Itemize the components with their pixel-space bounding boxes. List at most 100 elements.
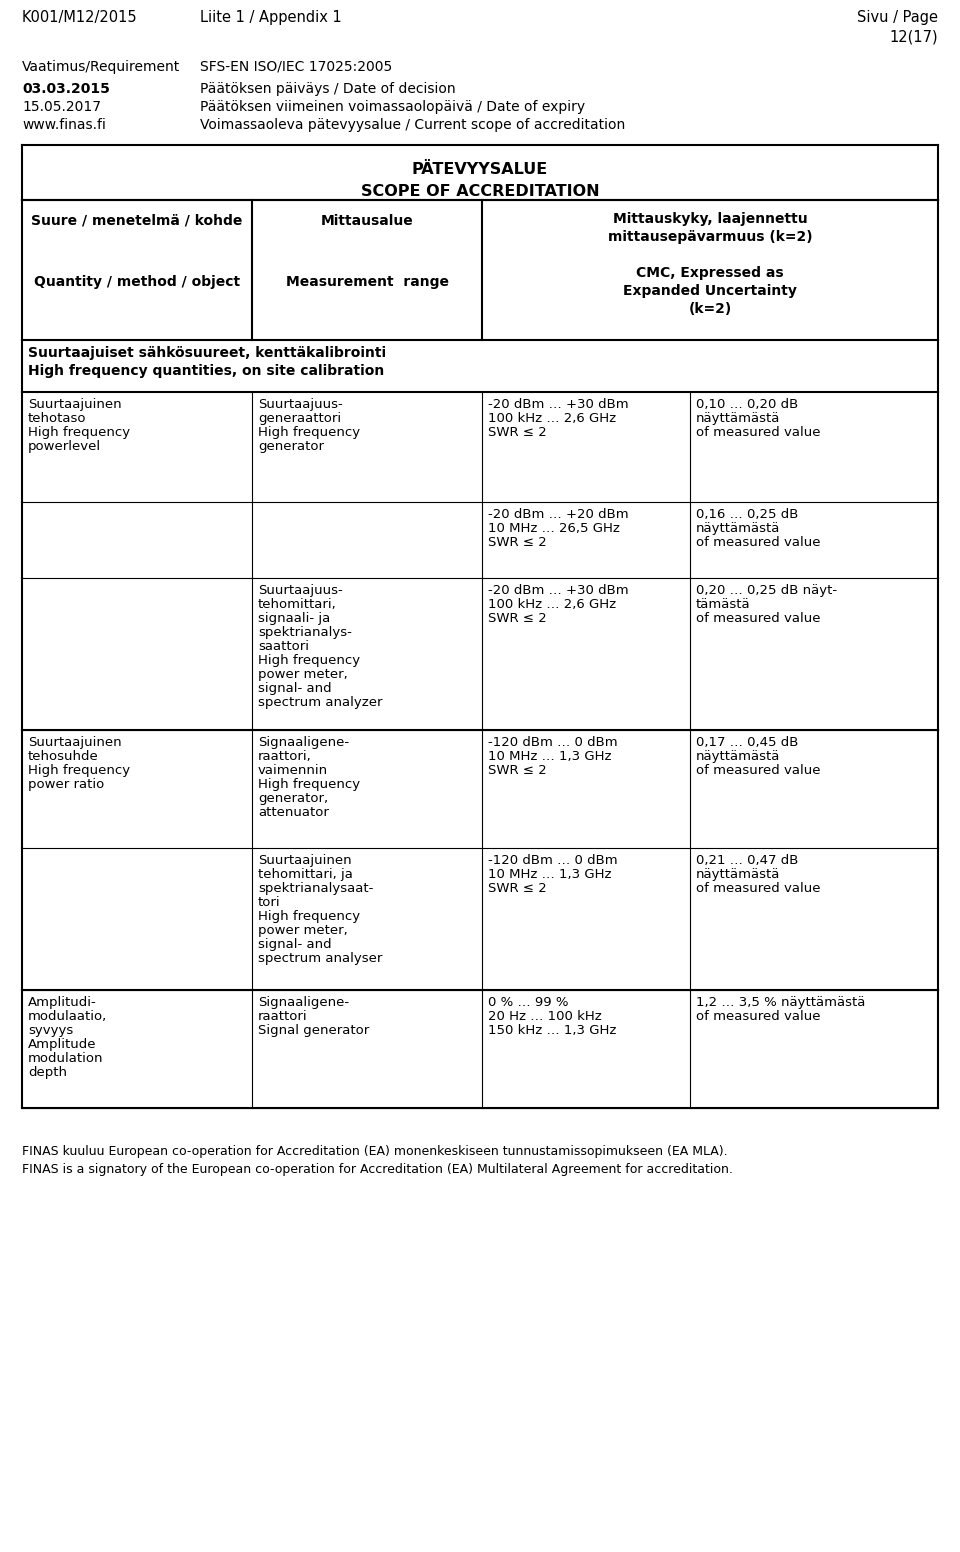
Text: of measured value: of measured value [696, 535, 821, 549]
Text: power ratio: power ratio [28, 778, 105, 792]
Text: tehomittari,: tehomittari, [258, 598, 337, 611]
Text: High frequency: High frequency [258, 778, 360, 792]
Text: of measured value: of measured value [696, 611, 821, 625]
Text: High frequency: High frequency [258, 653, 360, 667]
Text: 10 MHz … 26,5 GHz: 10 MHz … 26,5 GHz [488, 521, 620, 535]
Text: attenuator: attenuator [258, 805, 329, 819]
Text: Suure / menetelmä / kohde: Suure / menetelmä / kohde [32, 214, 243, 228]
Text: näyttämästä: näyttämästä [696, 868, 780, 882]
Text: tehotaso: tehotaso [28, 411, 86, 425]
Text: 0,10 … 0,20 dB: 0,10 … 0,20 dB [696, 397, 799, 411]
Text: näyttämästä: näyttämästä [696, 411, 780, 425]
Text: 1,2 … 3,5 % näyttämästä: 1,2 … 3,5 % näyttämästä [696, 996, 865, 1009]
Text: raattori,: raattori, [258, 750, 312, 764]
Text: SWR ≤ 2: SWR ≤ 2 [488, 882, 547, 896]
Text: SWR ≤ 2: SWR ≤ 2 [488, 535, 547, 549]
Text: Voimassaoleva pätevyysalue / Current scope of accreditation: Voimassaoleva pätevyysalue / Current sco… [200, 118, 625, 132]
Text: FINAS is a signatory of the European co-operation for Accreditation (EA) Multila: FINAS is a signatory of the European co-… [22, 1162, 732, 1176]
Text: Suurtaajuiset sähkösuureet, kenttäkalibrointi: Suurtaajuiset sähkösuureet, kenttäkalibr… [28, 346, 386, 360]
Text: Suurtaajuinen: Suurtaajuinen [258, 854, 351, 868]
Text: 10 MHz … 1,3 GHz: 10 MHz … 1,3 GHz [488, 750, 612, 764]
Text: powerlevel: powerlevel [28, 441, 101, 453]
Text: 03.03.2015: 03.03.2015 [22, 82, 109, 96]
Text: -20 dBm … +30 dBm: -20 dBm … +30 dBm [488, 397, 629, 411]
Text: of measured value: of measured value [696, 425, 821, 439]
Text: Signaaligene-: Signaaligene- [258, 996, 349, 1009]
Text: power meter,: power meter, [258, 923, 348, 937]
Text: modulaatio,: modulaatio, [28, 1010, 108, 1023]
Text: Suurtaajuinen: Suurtaajuinen [28, 736, 122, 750]
Text: PÄTEVYYSALUE: PÄTEVYYSALUE [412, 161, 548, 177]
Text: 0,17 … 0,45 dB: 0,17 … 0,45 dB [696, 736, 799, 750]
Text: syvyys: syvyys [28, 1024, 73, 1037]
Text: generator: generator [258, 441, 324, 453]
Text: spektrianalys-: spektrianalys- [258, 625, 352, 639]
Text: depth: depth [28, 1066, 67, 1079]
Text: K001/M12/2015: K001/M12/2015 [22, 9, 137, 25]
Text: modulation: modulation [28, 1052, 104, 1065]
Text: tehomittari, ja: tehomittari, ja [258, 868, 353, 882]
Text: signal- and: signal- and [258, 681, 331, 695]
Text: -20 dBm … +20 dBm: -20 dBm … +20 dBm [488, 508, 629, 521]
Text: Päätöksen viimeinen voimassaolopäivä / Date of expiry: Päätöksen viimeinen voimassaolopäivä / D… [200, 99, 586, 113]
Text: www.finas.fi: www.finas.fi [22, 118, 106, 132]
Text: Expanded Uncertainty: Expanded Uncertainty [623, 284, 797, 298]
Text: High frequency quantities, on site calibration: High frequency quantities, on site calib… [28, 365, 384, 379]
Text: tämästä: tämästä [696, 598, 751, 611]
Text: Liite 1 / Appendix 1: Liite 1 / Appendix 1 [200, 9, 342, 25]
Text: Amplitudi-: Amplitudi- [28, 996, 97, 1009]
Text: Signaaligene-: Signaaligene- [258, 736, 349, 750]
Text: High frequency: High frequency [28, 425, 131, 439]
Text: -120 dBm … 0 dBm: -120 dBm … 0 dBm [488, 736, 617, 750]
Text: Päätöksen päiväys / Date of decision: Päätöksen päiväys / Date of decision [200, 82, 456, 96]
Text: High frequency: High frequency [258, 909, 360, 923]
Text: CMC, Expressed as: CMC, Expressed as [636, 265, 783, 279]
Text: 0 % … 99 %: 0 % … 99 % [488, 996, 568, 1009]
Text: of measured value: of measured value [696, 882, 821, 896]
Text: SWR ≤ 2: SWR ≤ 2 [488, 611, 547, 625]
Text: Amplitude: Amplitude [28, 1038, 97, 1051]
Text: 10 MHz … 1,3 GHz: 10 MHz … 1,3 GHz [488, 868, 612, 882]
Text: Sivu / Page: Sivu / Page [857, 9, 938, 25]
Text: mittausepävarmuus (k=2): mittausepävarmuus (k=2) [608, 230, 812, 244]
Text: näyttämästä: näyttämästä [696, 521, 780, 535]
Text: 0,20 … 0,25 dB näyt-: 0,20 … 0,25 dB näyt- [696, 584, 837, 598]
Text: Signal generator: Signal generator [258, 1024, 370, 1037]
Text: SWR ≤ 2: SWR ≤ 2 [488, 764, 547, 778]
Text: Suurtaajuus-: Suurtaajuus- [258, 397, 343, 411]
Text: generator,: generator, [258, 792, 328, 805]
Text: FINAS kuuluu European co-operation for Accreditation (EA) monenkeskiseen tunnust: FINAS kuuluu European co-operation for A… [22, 1145, 728, 1158]
Text: saattori: saattori [258, 639, 309, 653]
Text: tehosuhde: tehosuhde [28, 750, 99, 764]
Text: Measurement  range: Measurement range [285, 275, 448, 289]
Text: SFS-EN ISO/IEC 17025:2005: SFS-EN ISO/IEC 17025:2005 [200, 61, 393, 74]
Text: tori: tori [258, 896, 280, 909]
Text: raattori: raattori [258, 1010, 307, 1023]
Text: Mittausalue: Mittausalue [321, 214, 414, 228]
Text: 0,16 … 0,25 dB: 0,16 … 0,25 dB [696, 508, 799, 521]
Text: -120 dBm … 0 dBm: -120 dBm … 0 dBm [488, 854, 617, 868]
Text: -20 dBm … +30 dBm: -20 dBm … +30 dBm [488, 584, 629, 598]
Text: signaali- ja: signaali- ja [258, 611, 330, 625]
Text: spectrum analyser: spectrum analyser [258, 951, 382, 965]
Text: generaattori: generaattori [258, 411, 341, 425]
Text: 100 kHz … 2,6 GHz: 100 kHz … 2,6 GHz [488, 598, 616, 611]
Text: signal- and: signal- and [258, 937, 331, 951]
Text: näyttämästä: näyttämästä [696, 750, 780, 764]
Text: 12(17): 12(17) [889, 29, 938, 45]
Text: Vaatimus/Requirement: Vaatimus/Requirement [22, 61, 180, 74]
Text: Mittauskyky, laajennettu: Mittauskyky, laajennettu [612, 213, 807, 227]
Text: Quantity / method / object: Quantity / method / object [34, 275, 240, 289]
Text: High frequency: High frequency [28, 764, 131, 778]
Text: Suurtaajuinen: Suurtaajuinen [28, 397, 122, 411]
Text: High frequency: High frequency [258, 425, 360, 439]
Text: spektrianalysaat-: spektrianalysaat- [258, 882, 373, 896]
Text: SCOPE OF ACCREDITATION: SCOPE OF ACCREDITATION [361, 185, 599, 199]
Text: (k=2): (k=2) [688, 303, 732, 317]
Text: 0,21 … 0,47 dB: 0,21 … 0,47 dB [696, 854, 799, 868]
Text: vaimennin: vaimennin [258, 764, 328, 778]
Text: SWR ≤ 2: SWR ≤ 2 [488, 425, 547, 439]
Text: spectrum analyzer: spectrum analyzer [258, 695, 382, 709]
Text: 15.05.2017: 15.05.2017 [22, 99, 101, 113]
Text: of measured value: of measured value [696, 1010, 821, 1023]
